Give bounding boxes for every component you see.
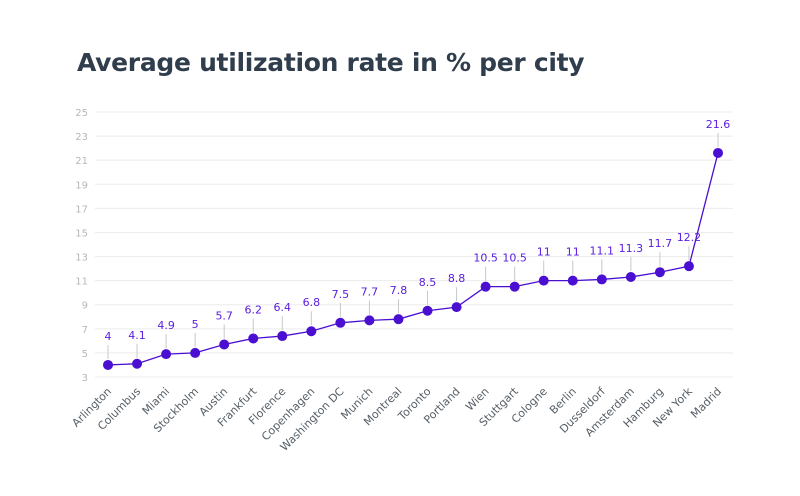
data-point bbox=[683, 261, 694, 272]
data-point bbox=[480, 281, 491, 292]
data-label: 21.6 bbox=[706, 118, 731, 131]
data-label: 8.5 bbox=[419, 276, 437, 289]
data-point bbox=[277, 331, 288, 342]
data-label: 4.1 bbox=[128, 329, 146, 342]
data-label: 8.8 bbox=[448, 272, 466, 285]
data-label: 11.1 bbox=[590, 244, 615, 257]
data-label: 12.2 bbox=[677, 231, 702, 244]
data-point bbox=[190, 347, 201, 358]
series-line bbox=[107, 152, 719, 366]
data-label: 5 bbox=[192, 318, 199, 331]
data-label: 5.7 bbox=[215, 309, 233, 322]
data-label: 4 bbox=[105, 330, 112, 343]
data-point bbox=[306, 326, 317, 337]
y-tick-label: 25 bbox=[75, 108, 88, 119]
y-tick-label: 3 bbox=[82, 373, 88, 384]
data-label: 6.4 bbox=[274, 301, 292, 314]
y-tick-label: 11 bbox=[75, 277, 88, 288]
y-tick-label: 9 bbox=[82, 301, 88, 312]
data-label: 6.8 bbox=[303, 296, 321, 309]
data-point bbox=[161, 349, 172, 360]
chart-title: Average utilization rate in % per city bbox=[77, 48, 585, 77]
data-point bbox=[393, 314, 404, 325]
data-label: 11 bbox=[537, 246, 551, 259]
y-tick-label: 19 bbox=[75, 180, 88, 191]
data-point bbox=[248, 333, 259, 344]
data-point bbox=[654, 267, 665, 278]
data-label: 4.9 bbox=[157, 319, 175, 332]
data-point bbox=[538, 275, 549, 286]
data-label: 11.3 bbox=[619, 242, 644, 255]
y-tick-label: 13 bbox=[75, 253, 88, 264]
data-label: 11.7 bbox=[648, 237, 673, 250]
y-tick-label: 17 bbox=[75, 204, 88, 215]
x-tick-label: Madrid bbox=[688, 385, 724, 421]
data-point bbox=[103, 359, 113, 370]
data-point bbox=[219, 339, 230, 350]
data-label: 10.5 bbox=[502, 252, 527, 265]
y-tick-label: 15 bbox=[75, 228, 88, 239]
data-point bbox=[422, 305, 433, 316]
data-point bbox=[335, 317, 346, 328]
data-point bbox=[509, 281, 520, 292]
data-point bbox=[451, 302, 462, 313]
data-label: 7.5 bbox=[332, 288, 350, 301]
y-tick-label: 7 bbox=[82, 325, 88, 336]
y-tick-label: 21 bbox=[75, 156, 88, 167]
data-point bbox=[596, 274, 607, 285]
data-point bbox=[132, 358, 143, 369]
data-point bbox=[625, 272, 636, 283]
y-tick-label: 5 bbox=[82, 349, 88, 360]
data-label: 10.5 bbox=[473, 252, 498, 265]
data-label: 11 bbox=[566, 246, 580, 259]
y-tick-label: 23 bbox=[75, 132, 88, 143]
data-point bbox=[713, 147, 723, 158]
data-point bbox=[364, 315, 375, 326]
data-point bbox=[567, 275, 578, 286]
data-label: 6.2 bbox=[244, 303, 262, 316]
data-label: 7.7 bbox=[361, 285, 379, 298]
data-label: 7.8 bbox=[390, 284, 408, 297]
